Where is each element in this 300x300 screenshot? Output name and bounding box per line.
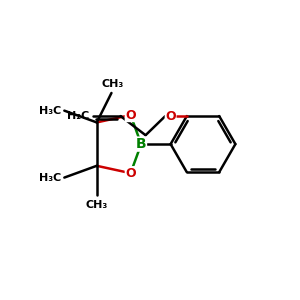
- Text: O: O: [125, 167, 136, 180]
- Text: H₃C: H₃C: [39, 106, 62, 116]
- Text: CH₃: CH₃: [85, 200, 108, 210]
- Text: CH₃: CH₃: [102, 80, 124, 89]
- Text: H₃C: H₃C: [39, 172, 62, 183]
- Text: O: O: [125, 109, 136, 122]
- Text: B: B: [136, 137, 146, 151]
- Text: O: O: [165, 110, 176, 123]
- Text: H₂C: H₂C: [68, 111, 90, 121]
